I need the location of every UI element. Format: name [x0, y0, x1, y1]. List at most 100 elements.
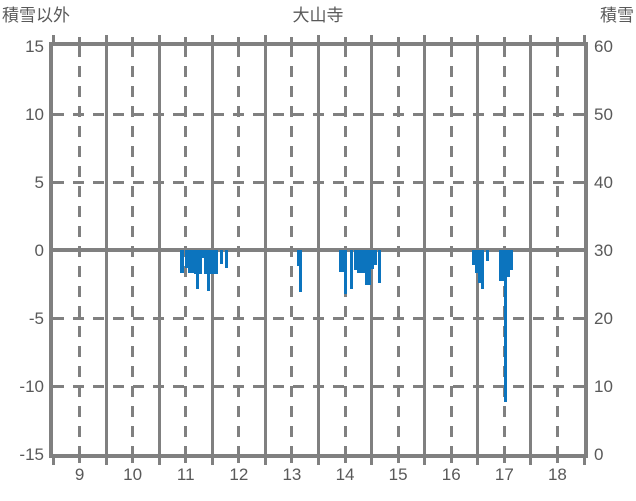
right-axis-tick-label: 0 — [594, 445, 604, 464]
right-axis-unit-label: 積雪 — [600, 6, 634, 25]
bar — [209, 250, 213, 275]
tick-mark — [157, 35, 161, 42]
bottom-axis-tick-label: 10 — [123, 465, 143, 484]
tick-mark — [317, 458, 320, 465]
bottom-axis-tick-label: 18 — [547, 465, 567, 484]
tick-mark — [502, 37, 506, 42]
bar — [367, 250, 371, 286]
bar — [359, 250, 363, 274]
tick-mark — [449, 37, 453, 42]
tick-mark — [370, 458, 374, 465]
bar — [357, 250, 361, 274]
right-axis-tick-label: 50 — [594, 105, 613, 124]
tick-mark — [370, 35, 374, 42]
gridline-horizontal — [53, 384, 584, 388]
tick-mark — [237, 37, 241, 42]
bar — [299, 250, 303, 293]
tick-mark — [78, 37, 82, 42]
bottom-axis-tick-label: 14 — [335, 465, 355, 484]
tick-mark — [423, 458, 427, 465]
left-axis-tick-label: -5 — [28, 309, 44, 328]
bar — [296, 250, 300, 267]
bar — [201, 250, 205, 259]
tick-mark — [317, 35, 320, 42]
gridline-horizontal — [53, 112, 584, 116]
tick-mark — [210, 35, 214, 42]
bar — [212, 250, 216, 275]
bottom-axis-tick-label: 9 — [74, 465, 85, 484]
bar — [180, 250, 184, 274]
bar — [224, 250, 228, 268]
gridline-horizontal — [53, 180, 584, 184]
tick-mark — [104, 458, 108, 465]
bar — [199, 250, 203, 275]
tick-mark — [51, 458, 55, 465]
left-axis-tick-label: 5 — [34, 173, 44, 192]
bottom-axis-tick-label: 11 — [176, 465, 195, 484]
bar — [377, 250, 381, 283]
tick-mark — [131, 37, 135, 42]
tick-mark — [131, 458, 135, 463]
bar — [215, 250, 219, 275]
bar — [477, 250, 481, 283]
bottom-axis-tick-label: 15 — [388, 465, 408, 484]
tick-mark — [184, 458, 188, 463]
bottom-axis-tick-label: 13 — [282, 465, 302, 484]
left-axis-tick-label: 0 — [34, 241, 44, 260]
tick-mark — [104, 35, 108, 42]
tick-mark — [343, 37, 347, 42]
tick-mark — [396, 37, 400, 42]
tick-mark — [529, 35, 533, 42]
bar — [362, 250, 366, 274]
bar — [193, 250, 197, 275]
page-title: 大山寺 — [292, 6, 344, 25]
bar — [504, 250, 508, 403]
bar — [341, 250, 345, 272]
tick-mark — [210, 458, 214, 465]
tick-mark — [290, 458, 294, 463]
right-axis-tick-label: 30 — [594, 241, 613, 260]
bar — [509, 250, 513, 271]
tick-mark — [237, 458, 241, 463]
bar — [343, 250, 347, 294]
tick-mark — [423, 35, 427, 42]
bar — [206, 250, 210, 291]
tick-mark — [396, 458, 400, 463]
plot-area — [49, 42, 588, 458]
tick-mark — [290, 37, 294, 42]
plot-inner — [53, 46, 584, 454]
bar — [475, 250, 479, 274]
bar — [486, 250, 490, 261]
tick-mark — [502, 458, 506, 463]
left-axis-tick-label: 15 — [25, 37, 44, 56]
zero-baseline — [53, 248, 584, 252]
right-axis-tick-label: 40 — [594, 173, 613, 192]
tick-mark — [343, 458, 347, 463]
tick-mark — [263, 35, 267, 42]
left-axis-tick-label: 10 — [25, 105, 44, 124]
bar — [370, 250, 374, 270]
bottom-axis-tick-label: 17 — [494, 465, 514, 484]
bar — [472, 250, 476, 265]
right-axis-tick-label: 20 — [594, 309, 613, 328]
bar — [373, 250, 377, 265]
left-axis-unit-label: 積雪以外 — [2, 6, 70, 25]
tick-mark — [51, 35, 55, 42]
bar — [365, 250, 369, 286]
tick-mark — [555, 37, 559, 42]
tick-mark — [78, 458, 82, 463]
bar — [204, 250, 208, 275]
bottom-axis-tick-label: 16 — [441, 465, 461, 484]
tick-mark — [582, 458, 586, 465]
bar — [191, 250, 195, 274]
tick-mark — [263, 458, 267, 465]
bar — [480, 250, 484, 290]
bar — [219, 250, 223, 264]
bar — [196, 250, 200, 290]
gridline-horizontal — [53, 316, 584, 320]
bar — [350, 250, 354, 290]
bar — [185, 250, 189, 268]
left-axis-tick-label: -15 — [19, 445, 44, 464]
tick-mark — [582, 35, 586, 42]
